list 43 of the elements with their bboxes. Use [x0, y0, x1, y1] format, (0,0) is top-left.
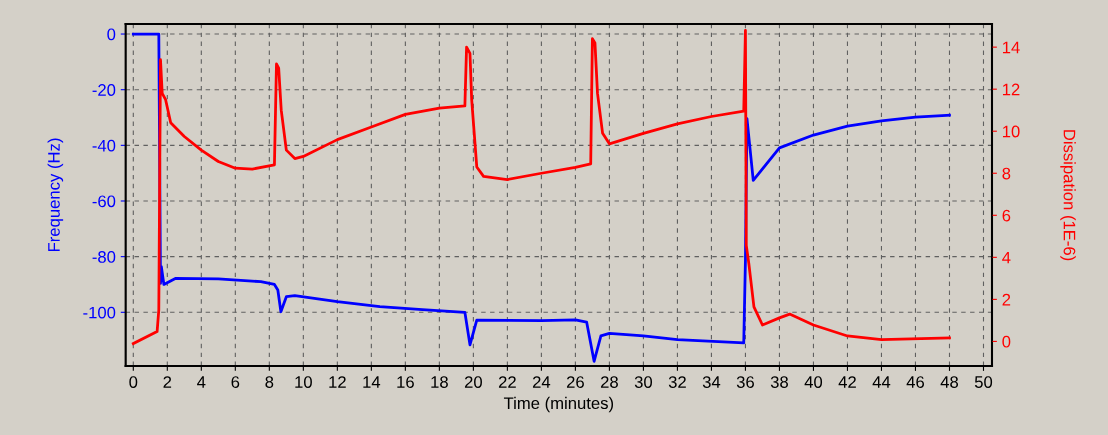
x-tick-label: 20 — [464, 376, 482, 388]
x-tick-label: 6 — [231, 376, 240, 388]
x-tick-label: 4 — [197, 376, 206, 388]
x-tick-label: 12 — [329, 376, 346, 388]
y-tick-label: -40 — [92, 139, 116, 152]
x-tick-label: 32 — [668, 376, 686, 388]
x-tick-label: 50 — [974, 376, 993, 388]
x-tick-label: 42 — [838, 376, 856, 388]
x-tick-label: 48 — [940, 376, 959, 388]
y2-tick-label: 2 — [1002, 293, 1011, 306]
y2-tick-label: 10 — [1002, 125, 1020, 138]
x-tick-label: 0 — [129, 376, 138, 388]
y-tick-label: -80 — [92, 251, 116, 263]
y-tick-label: -100 — [83, 306, 116, 319]
y2-tick-label: 6 — [1002, 209, 1011, 222]
y2-tick-label: 8 — [1002, 167, 1011, 180]
y2-axis-title: Dissipation (1E-6) — [1060, 130, 1076, 261]
y2-tick-label: 4 — [1002, 251, 1011, 264]
x-tick-label: 24 — [532, 376, 551, 388]
y2-tick-label: 12 — [1002, 83, 1020, 96]
x-tick-label: 14 — [363, 376, 381, 388]
x-tick-label: 16 — [397, 376, 414, 388]
x-tick-label: 30 — [634, 376, 653, 388]
y-tick-label: 0 — [107, 28, 116, 41]
y-tick-label: -20 — [92, 84, 116, 96]
y-axis-title: Frequency (Hz) — [47, 138, 64, 252]
x-tick-label: 34 — [702, 376, 721, 388]
x-tick-label: 8 — [265, 376, 274, 388]
x-tick-label: 38 — [770, 376, 788, 388]
x-tick-label: 26 — [566, 376, 584, 388]
x-tick-label: 2 — [163, 376, 172, 388]
x-tick-label: 28 — [600, 376, 618, 388]
x-tick-label: 22 — [498, 376, 516, 388]
x-tick-label: 10 — [295, 376, 312, 388]
x-tick-label: 44 — [872, 376, 891, 388]
y-tick-label: -60 — [92, 195, 116, 208]
x-tick-label: 46 — [906, 376, 925, 388]
x-tick-label: 40 — [804, 376, 823, 388]
x-tick-label: 36 — [736, 376, 754, 388]
y2-tick-label: 14 — [1002, 41, 1020, 54]
x-tick-label: 18 — [431, 376, 448, 388]
y2-tick-label: 0 — [1002, 335, 1011, 348]
x-axis-title: Time (minutes) — [503, 396, 614, 413]
